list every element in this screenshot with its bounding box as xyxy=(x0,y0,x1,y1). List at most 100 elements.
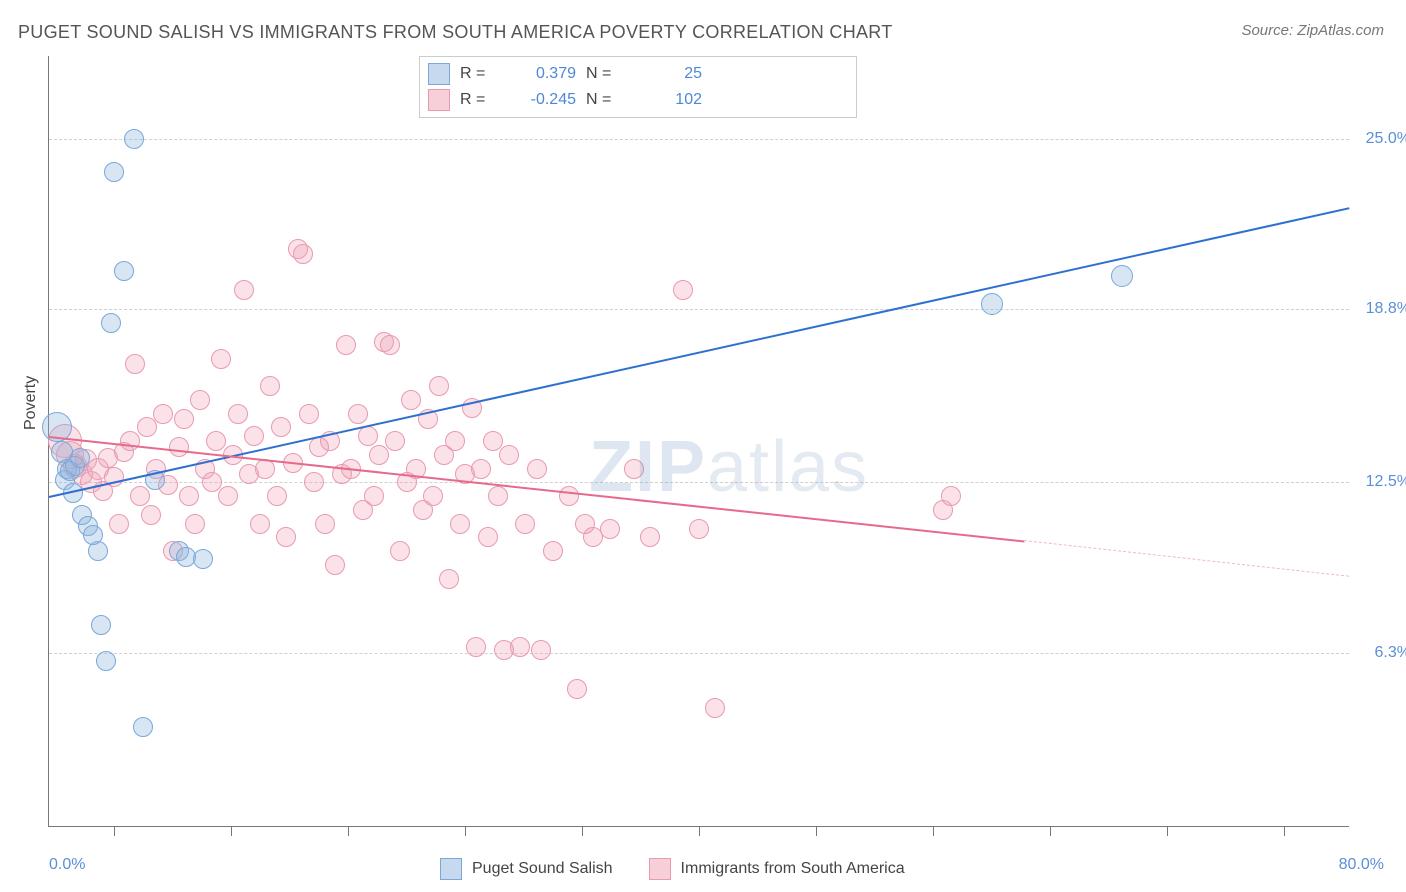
data-point-pink xyxy=(276,527,296,547)
data-point-pink xyxy=(174,409,194,429)
data-point-pink xyxy=(401,390,421,410)
r-value: 0.379 xyxy=(506,65,576,83)
data-point-pink xyxy=(153,404,173,424)
x-axis-min: 0.0% xyxy=(49,856,85,874)
data-point-pink xyxy=(304,472,324,492)
data-point-pink xyxy=(250,514,270,534)
data-point-pink xyxy=(244,426,264,446)
data-point-blue xyxy=(91,615,111,635)
gridline xyxy=(49,139,1349,140)
chart-title: PUGET SOUND SALISH VS IMMIGRANTS FROM SO… xyxy=(18,22,893,43)
x-tick xyxy=(1167,826,1168,836)
data-point-pink xyxy=(471,459,491,479)
data-point-pink xyxy=(336,335,356,355)
x-tick xyxy=(699,826,700,836)
data-point-pink xyxy=(390,541,410,561)
swatch-blue-icon xyxy=(440,858,462,880)
legend-label: Puget Sound Salish xyxy=(472,860,613,878)
y-tick-label: 25.0% xyxy=(1356,130,1406,148)
data-point-pink xyxy=(515,514,535,534)
data-point-pink xyxy=(450,514,470,534)
watermark-rest: atlas xyxy=(707,427,869,507)
swatch-blue-icon xyxy=(428,63,450,85)
data-point-pink xyxy=(369,445,389,465)
data-point-blue xyxy=(176,547,196,567)
data-point-blue xyxy=(981,293,1003,315)
swatch-pink-icon xyxy=(649,858,671,880)
n-label: N = xyxy=(586,65,622,83)
data-point-pink xyxy=(531,640,551,660)
data-point-blue xyxy=(101,313,121,333)
legend-item-blue: Puget Sound Salish xyxy=(440,858,613,880)
n-value: 102 xyxy=(632,91,702,109)
data-point-blue xyxy=(1111,265,1133,287)
data-point-pink xyxy=(445,431,465,451)
data-point-pink xyxy=(423,486,443,506)
data-point-pink xyxy=(234,280,254,300)
data-point-pink xyxy=(228,404,248,424)
data-point-pink xyxy=(385,431,405,451)
data-point-blue xyxy=(104,162,124,182)
data-point-pink xyxy=(125,354,145,374)
data-point-pink xyxy=(218,486,238,506)
legend-label: Immigrants from South America xyxy=(681,860,905,878)
data-point-pink xyxy=(211,349,231,369)
data-point-blue xyxy=(124,129,144,149)
swatch-pink-icon xyxy=(428,89,450,111)
data-point-pink xyxy=(466,637,486,657)
data-point-pink xyxy=(206,431,226,451)
n-value: 25 xyxy=(632,65,702,83)
data-point-pink xyxy=(185,514,205,534)
data-point-pink xyxy=(429,376,449,396)
x-tick xyxy=(933,826,934,836)
legend-row-pink: R = -0.245 N = 102 xyxy=(428,87,848,113)
x-tick xyxy=(1050,826,1051,836)
trendline-pink-extrapolated xyxy=(1024,540,1349,577)
data-point-pink xyxy=(567,679,587,699)
chart-source: Source: ZipAtlas.com xyxy=(1241,22,1384,39)
data-point-pink xyxy=(137,417,157,437)
data-point-pink xyxy=(559,486,579,506)
x-axis-max: 80.0% xyxy=(1339,856,1384,874)
y-axis-label: Poverty xyxy=(22,376,40,430)
data-point-pink xyxy=(179,486,199,506)
data-point-pink xyxy=(260,376,280,396)
trendline-blue xyxy=(49,207,1349,498)
data-point-pink xyxy=(202,472,222,492)
data-point-pink xyxy=(364,486,384,506)
data-point-pink xyxy=(600,519,620,539)
legend-correlation: R = 0.379 N = 25 R = -0.245 N = 102 xyxy=(419,56,857,118)
data-point-pink xyxy=(705,698,725,718)
data-point-pink xyxy=(483,431,503,451)
data-point-pink xyxy=(267,486,287,506)
data-point-pink xyxy=(439,569,459,589)
data-point-pink xyxy=(941,486,961,506)
gridline xyxy=(49,653,1349,654)
data-point-pink xyxy=(130,486,150,506)
r-value: -0.245 xyxy=(506,91,576,109)
data-point-pink xyxy=(640,527,660,547)
data-point-pink xyxy=(325,555,345,575)
n-label: N = xyxy=(586,91,622,109)
data-point-blue xyxy=(70,448,90,468)
x-tick xyxy=(582,826,583,836)
data-point-pink xyxy=(510,637,530,657)
x-tick xyxy=(231,826,232,836)
legend-series: Puget Sound Salish Immigrants from South… xyxy=(440,858,905,880)
data-point-pink xyxy=(299,404,319,424)
data-point-pink xyxy=(120,431,140,451)
x-tick xyxy=(348,826,349,836)
data-point-pink xyxy=(380,335,400,355)
data-point-pink xyxy=(527,459,547,479)
y-tick-label: 12.5% xyxy=(1356,473,1406,491)
data-point-pink xyxy=(190,390,210,410)
r-label: R = xyxy=(460,91,496,109)
y-tick-label: 6.3% xyxy=(1356,644,1406,662)
data-point-pink xyxy=(673,280,693,300)
legend-row-blue: R = 0.379 N = 25 xyxy=(428,61,848,87)
x-tick xyxy=(1284,826,1285,836)
x-tick xyxy=(114,826,115,836)
data-point-pink xyxy=(499,445,519,465)
r-label: R = xyxy=(460,65,496,83)
data-point-blue xyxy=(96,651,116,671)
